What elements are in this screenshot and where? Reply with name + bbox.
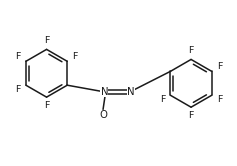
- Text: F: F: [188, 46, 194, 55]
- Text: O: O: [99, 110, 107, 120]
- Text: F: F: [44, 36, 49, 45]
- Text: F: F: [188, 112, 194, 121]
- Text: F: F: [72, 52, 77, 61]
- Text: F: F: [16, 85, 21, 94]
- Text: N: N: [127, 87, 135, 97]
- Text: F: F: [44, 101, 49, 110]
- Text: F: F: [16, 52, 21, 61]
- Text: N: N: [100, 87, 108, 97]
- Text: F: F: [217, 95, 222, 104]
- Text: F: F: [217, 62, 222, 72]
- Text: F: F: [160, 95, 165, 104]
